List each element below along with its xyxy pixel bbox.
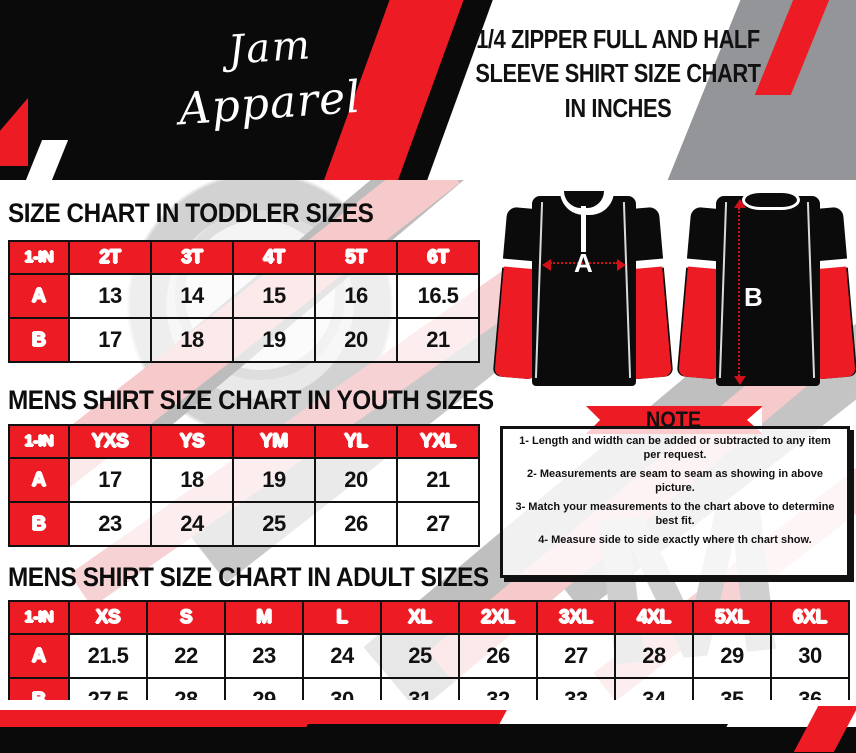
adult-row-a-label: A [8,633,70,679]
adult-col-xl: XL [380,600,460,635]
table-row: B 17 18 19 20 21 [8,317,480,363]
adult-col-m: M [224,600,304,635]
length-measure-arrow-icon [734,199,746,385]
header-banner: Jam Apparel 1/4 ZIPPER FULL AND HALF SLE… [0,0,856,182]
youth-a-ym: 19 [232,457,316,503]
note-line-3: 3- Match your measurements to the chart … [515,501,835,528]
youth-b-ym: 25 [232,501,316,547]
youth-b-yl: 26 [314,501,398,547]
adult-col-6xl: 6XL [770,600,850,635]
toddler-size-table: 1-IN 2T 3T 4T 5T 6T A 13 14 15 16 16.5 B… [8,240,480,363]
adult-col-unit: 1-IN [8,600,70,635]
shirt-diagrams: A B [492,182,856,397]
youth-row-a-label: A [8,457,70,503]
adult-a-4xl: 28 [614,633,694,679]
toddler-row-b-label: B [8,317,70,363]
youth-col-yl: YL [314,424,398,459]
adult-col-l: L [302,600,382,635]
adult-a-3xl: 27 [536,633,616,679]
footer-banner [0,700,856,753]
toddler-b-6t: 21 [396,317,480,363]
toddler-col-6t: 6T [396,240,480,275]
note-panel: NOTE 1- Length and width can be added or… [500,406,850,578]
toddler-col-3t: 3T [150,240,234,275]
youth-a-yl: 20 [314,457,398,503]
adult-a-l: 24 [302,633,382,679]
adult-a-s: 22 [146,633,226,679]
quarter-zip-placket [581,206,586,252]
page-title: 1/4 ZIPPER FULL AND HALF SLEEVE SHIRT SI… [475,24,761,123]
table-header-row: 1-IN XS S M L XL 2XL 3XL 4XL 5XL 6XL [8,600,850,635]
back-collar [742,190,800,210]
footer-black-diagonal [292,724,728,753]
youth-row-b-label: B [8,501,70,547]
adult-a-m: 23 [224,633,304,679]
toddler-b-4t: 19 [232,317,316,363]
toddler-col-2t: 2T [68,240,152,275]
shirt-back-view: B [676,186,856,391]
back-body [716,196,820,386]
table-row: A 21.5 22 23 24 25 26 27 28 29 30 [8,633,850,679]
adult-col-5xl: 5XL [692,600,772,635]
adult-a-5xl: 29 [692,633,772,679]
adult-a-xs: 21.5 [68,633,148,679]
toddler-col-4t: 4T [232,240,316,275]
youth-b-yxs: 23 [68,501,152,547]
measure-label-a: A [574,248,593,278]
toddler-col-unit: 1-IN [8,240,70,275]
adult-col-4xl: 4XL [614,600,694,635]
header-red-triangle [0,98,28,166]
measure-label-b: B [744,282,763,312]
adult-section-heading: MENS SHIRT SIZE CHART IN ADULT SIZES [8,562,489,592]
table-header-row: 1-IN YXS YS YM YL YXL [8,424,480,459]
adult-a-6xl: 30 [770,633,850,679]
table-row: A 17 18 19 20 21 [8,457,480,503]
toddler-row-a-label: A [8,273,70,319]
table-row: B 23 24 25 26 27 [8,501,480,547]
youth-col-unit: 1-IN [8,424,70,459]
front-collar-inner [564,191,604,208]
youth-section-heading: MENS SHIRT SIZE CHART IN YOUTH SIZES [8,385,494,415]
youth-a-yxl: 21 [396,457,480,503]
toddler-b-2t: 17 [68,317,152,363]
note-box: 1- Length and width can be added or subt… [500,426,850,578]
toddler-b-3t: 18 [150,317,234,363]
toddler-col-5t: 5T [314,240,398,275]
adult-col-2xl: 2XL [458,600,538,635]
note-line-2: 2- Measurements are seam to seam as show… [527,468,823,495]
youth-col-yxl: YXL [396,424,480,459]
adult-a-2xl: 26 [458,633,538,679]
toddler-a-4t: 15 [232,273,316,319]
adult-a-xl: 25 [380,633,460,679]
toddler-section-heading: SIZE CHART IN TODDLER SIZES [8,198,374,228]
table-row: A 13 14 15 16 16.5 [8,273,480,319]
toddler-b-5t: 20 [314,317,398,363]
youth-size-table: 1-IN YXS YS YM YL YXL A 17 18 19 20 21 B… [8,424,480,547]
toddler-a-3t: 14 [150,273,234,319]
youth-a-yxs: 17 [68,457,152,503]
youth-b-ys: 24 [150,501,234,547]
table-header-row: 1-IN 2T 3T 4T 5T 6T [8,240,480,275]
youth-b-yxl: 27 [396,501,480,547]
youth-col-yxs: YXS [68,424,152,459]
youth-col-ys: YS [150,424,234,459]
youth-col-ym: YM [232,424,316,459]
width-measure-arrow-icon [542,259,626,271]
toddler-a-6t: 16.5 [396,273,480,319]
note-line-1: 1- Length and width can be added or subt… [519,435,831,462]
adult-col-s: S [146,600,226,635]
youth-a-ys: 18 [150,457,234,503]
note-line-4: 4- Measure side to side exactly where th… [538,534,812,547]
adult-col-3xl: 3XL [536,600,616,635]
shirt-front-view: A [492,186,674,391]
toddler-a-5t: 16 [314,273,398,319]
toddler-a-2t: 13 [68,273,152,319]
adult-col-xs: XS [68,600,148,635]
